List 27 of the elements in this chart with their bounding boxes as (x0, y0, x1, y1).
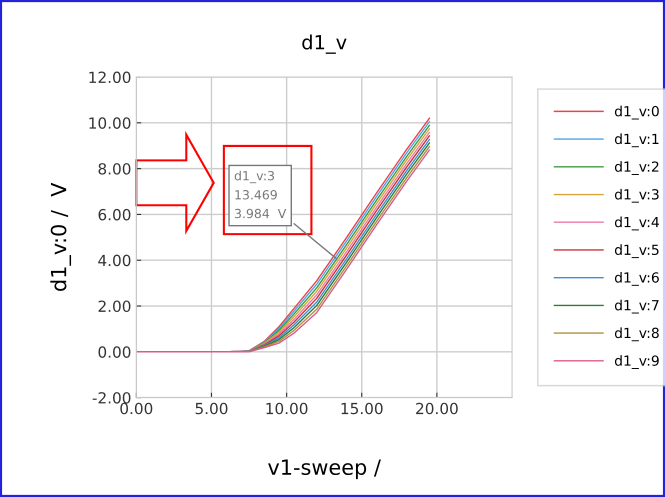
y-tick-label: 0.00 (98, 346, 130, 358)
legend-label: d1_v:6 (614, 272, 659, 286)
legend-label: d1_v:8 (614, 327, 659, 342)
legend-label: d1_v:4 (614, 216, 659, 230)
y-tick-label: 4.00 (98, 254, 130, 266)
y-tick-label: 2.00 (98, 300, 130, 312)
legend-label: d1_v:1 (614, 133, 658, 148)
x-tick-label: 20.00 (416, 402, 458, 414)
legend-label: d1_v:5 (614, 244, 659, 258)
y-tick-label: 10.00 (89, 117, 130, 129)
x-tick-label: 5.00 (196, 402, 228, 414)
y-tick-label: 6.00 (98, 208, 130, 220)
y-tick-label: -2.00 (92, 392, 130, 404)
y-tick-label: 12.00 (89, 72, 130, 84)
legend-label: d1_v:3 (614, 188, 659, 203)
legend-label: d1_v:7 (614, 300, 659, 314)
y-tick-label: 8.00 (98, 163, 130, 175)
legend-label: d1_v:2 (614, 161, 658, 175)
y-axis-title: d1_v:0 / V (50, 182, 72, 291)
chart-title: d1_v (302, 34, 347, 54)
x-tick-label: 10.00 (266, 402, 308, 414)
x-tick-label: 0.00 (120, 402, 152, 414)
legend-label: d1_v:9 (614, 355, 659, 369)
x-axis-title: v1-sweep / (268, 460, 381, 480)
x-tick-label: 15.00 (342, 402, 383, 414)
legend-label: d1_v:0 (614, 106, 659, 120)
annotation: d1_v:3 13.469 3.984 V (234, 170, 286, 218)
